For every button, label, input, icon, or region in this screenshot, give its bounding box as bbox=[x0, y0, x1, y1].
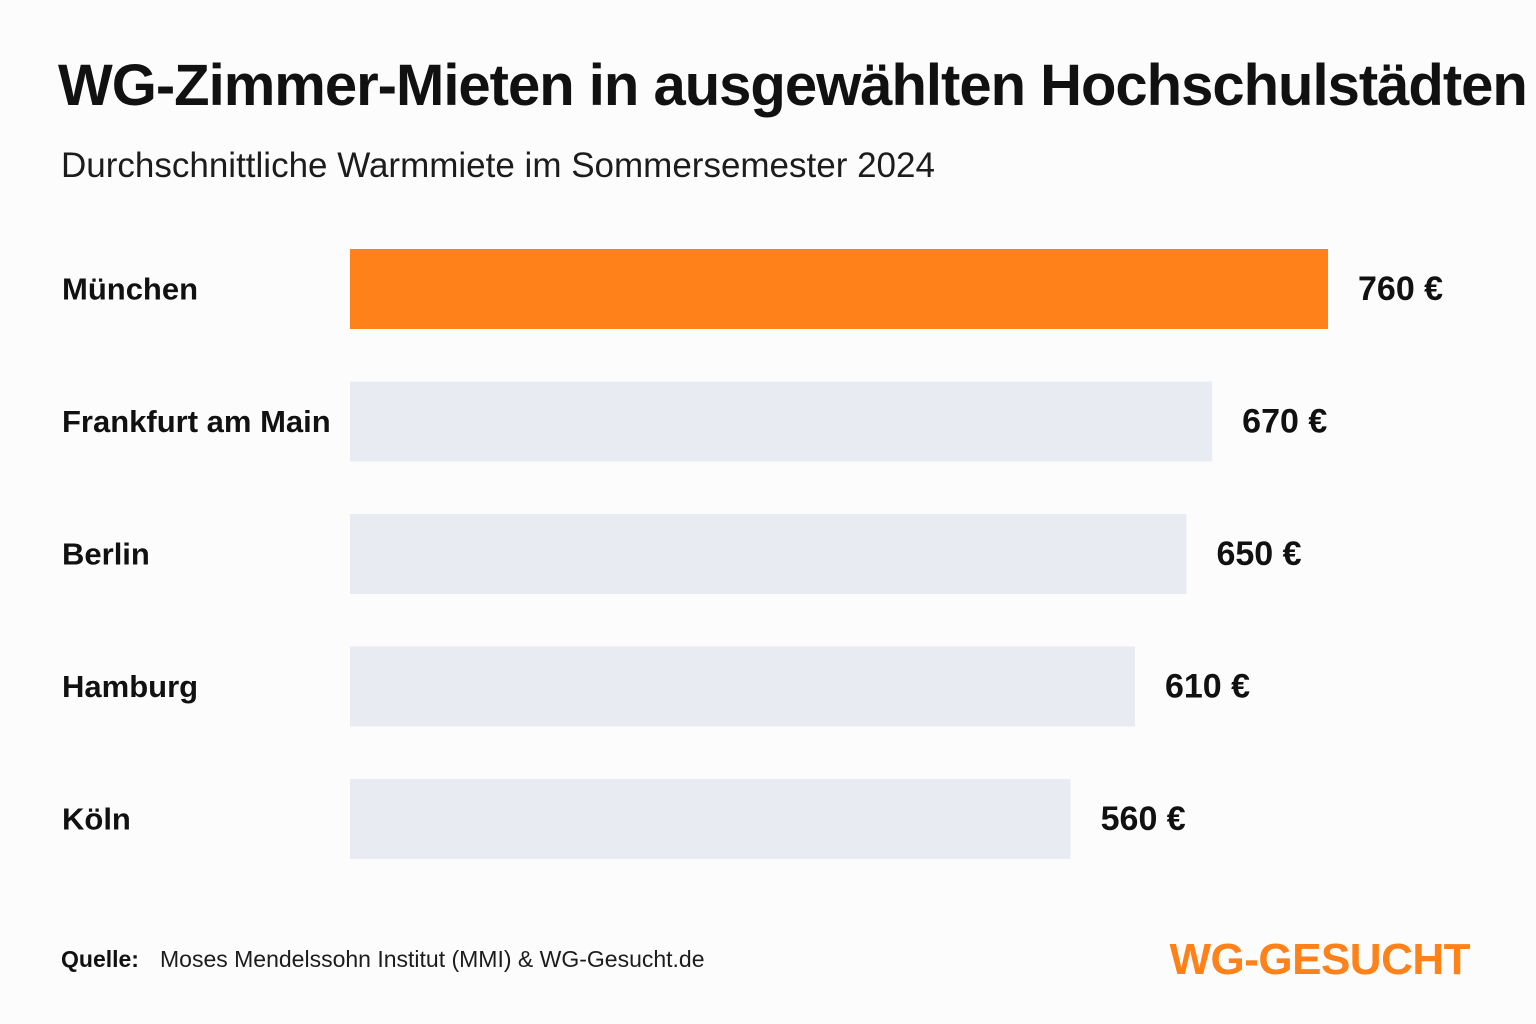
value-label-2: 650 € bbox=[1216, 535, 1301, 573]
brand-logo: WG-GESUCHT bbox=[1169, 935, 1470, 984]
value-label-4: 560 € bbox=[1101, 800, 1186, 838]
bar-3 bbox=[350, 646, 1135, 727]
value-label-3: 610 € bbox=[1165, 668, 1250, 706]
category-label-1: Frankfurt am Main bbox=[62, 404, 331, 439]
bar-4 bbox=[350, 779, 1071, 859]
category-label-3: Hamburg bbox=[62, 669, 198, 704]
chart-title: WG-Zimmer-Mieten in ausgewählten Hochsch… bbox=[58, 53, 1528, 118]
bar-1 bbox=[350, 381, 1213, 462]
source-label: Quelle: bbox=[61, 946, 139, 972]
category-label-2: Berlin bbox=[62, 537, 150, 572]
value-label-0: 760 € bbox=[1358, 270, 1443, 308]
source-note: Quelle: Moses Mendelssohn Institut (MMI) … bbox=[61, 944, 705, 974]
category-label-0: München bbox=[62, 272, 198, 307]
category-label-4: Köln bbox=[62, 802, 131, 837]
source-text: Moses Mendelssohn Institut (MMI) & WG-Ge… bbox=[160, 946, 705, 972]
bar-2 bbox=[350, 514, 1187, 594]
chart-subtitle: Durchschnittliche Warmmiete im Sommersem… bbox=[61, 146, 935, 185]
value-label-1: 670 € bbox=[1242, 403, 1327, 441]
bar-0 bbox=[350, 249, 1328, 329]
